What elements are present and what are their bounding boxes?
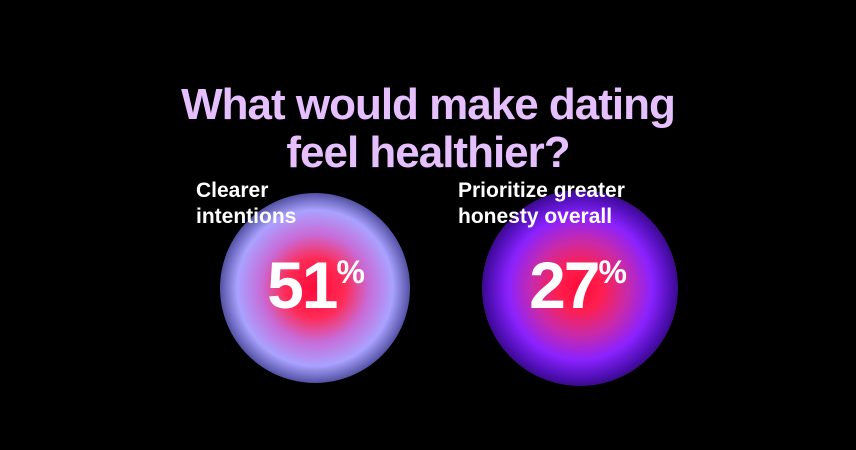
percent-sign: % [598, 254, 627, 290]
stat-clearer-intentions: Clearer intentions 51% [186, 0, 446, 450]
percent-sign: % [336, 254, 365, 290]
title-line-1: What would make dating [181, 80, 676, 130]
stat-number: 51 [267, 248, 338, 322]
stat-label: Prioritize greater honesty overall [458, 178, 625, 230]
stat-label-line-1: Clearer [196, 179, 269, 202]
glow-orb [482, 190, 678, 386]
stat-value: 27% [448, 252, 708, 318]
page-title: What would make dating feel healthier? [0, 81, 856, 177]
stat-label: Clearer intentions [196, 178, 296, 230]
stat-number: 27 [529, 248, 600, 322]
title-line-2: feel healthier? [286, 128, 570, 178]
stat-label-line-1: Prioritize greater [458, 179, 625, 202]
stat-value: 51% [186, 252, 446, 318]
stat-greater-honesty: Prioritize greater honesty overall 27% [448, 0, 708, 450]
stat-label-line-2: intentions [196, 205, 297, 228]
glow-orb [220, 193, 410, 383]
stat-label-line-2: honesty overall [458, 205, 613, 228]
